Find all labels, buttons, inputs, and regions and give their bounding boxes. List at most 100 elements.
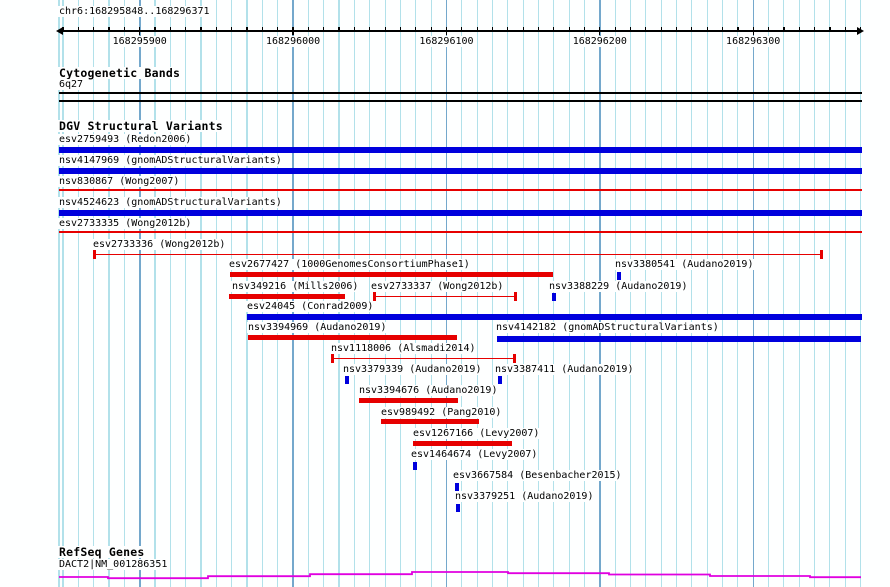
gene-line[interactable]: [59, 571, 861, 580]
variant-bar[interactable]: [413, 441, 512, 446]
grid-line: [721, 0, 724, 587]
grid-line: [154, 0, 156, 587]
variant-bar[interactable]: [59, 210, 862, 216]
variant-span-line[interactable]: [59, 189, 862, 191]
grid-line: [430, 0, 432, 587]
ruler-coordinate-label: 168296300: [725, 36, 782, 47]
grid-line: [859, 0, 862, 587]
cytoband-label[interactable]: 6q27: [58, 79, 85, 90]
ruler-minor-tick: [829, 27, 831, 31]
variant-label[interactable]: nsv1118006 (Alsmadi2014): [330, 343, 477, 354]
ruler-minor-tick: [737, 27, 739, 31]
variant-point[interactable]: [345, 376, 349, 384]
grid-line: [415, 0, 417, 587]
region-title: chr6:168295848..168296371: [58, 6, 211, 17]
variant-label[interactable]: esv989492 (Pang2010): [380, 407, 503, 418]
variant-point[interactable]: [455, 483, 459, 491]
variant-label[interactable]: nsv3379251 (Audano2019): [454, 491, 595, 502]
grid-line: [767, 0, 770, 587]
variant-interval-line[interactable]: [373, 295, 517, 297]
variant-label[interactable]: esv2733335 (Wong2012b): [58, 218, 193, 229]
grid-line: [307, 0, 309, 587]
variant-label[interactable]: nsv349216 (Mills2006): [231, 281, 360, 292]
variant-label[interactable]: nsv3387411 (Audano2019): [494, 364, 635, 375]
grid-line: [369, 0, 371, 587]
variant-span-line[interactable]: [59, 231, 862, 233]
section-title-dgv-structural-variants: DGV Structural Variants: [58, 119, 224, 133]
grid-line: [185, 0, 187, 587]
grid-line: [62, 0, 64, 587]
grid-line: [583, 0, 586, 587]
variant-interval-start-tick: [93, 250, 96, 259]
variant-label[interactable]: esv1267166 (Levy2007): [412, 428, 541, 439]
grid-line: [476, 0, 478, 587]
variant-bar[interactable]: [359, 398, 458, 403]
variant-label[interactable]: esv24045 (Conrad2009): [246, 301, 375, 312]
ruler-right-arrow-icon: [857, 26, 864, 35]
variant-label[interactable]: esv2733336 (Wong2012b): [92, 239, 227, 250]
section-title-cytogenetic-bands: Cytogenetic Bands: [58, 66, 182, 80]
ruler-left-arrow-icon: [56, 26, 63, 35]
variant-label[interactable]: esv1464674 (Levy2007): [410, 449, 539, 460]
variant-point[interactable]: [456, 504, 460, 512]
variant-point[interactable]: [617, 272, 621, 280]
ruler-minor-tick: [844, 27, 846, 31]
section-title-refseq-genes: RefSeq Genes: [58, 545, 146, 559]
variant-point[interactable]: [413, 462, 417, 470]
ruler-minor-tick: [629, 27, 632, 31]
variant-bar[interactable]: [59, 168, 862, 174]
ruler-baseline: [58, 30, 862, 32]
variant-label[interactable]: nsv4147969 (gnomADStructuralVariants): [58, 155, 283, 166]
variant-label[interactable]: nsv3379339 (Audano2019): [342, 364, 483, 375]
variant-label[interactable]: esv2677427 (1000GenomesConsortiumPhase1): [228, 259, 471, 270]
ruler-minor-tick: [62, 27, 64, 31]
ruler-minor-tick: [277, 27, 279, 31]
variant-label[interactable]: nsv4142182 (gnomADStructuralVariants): [495, 322, 720, 333]
ruler-coordinate-label: 168296100: [418, 36, 475, 47]
ruler-minor-tick: [154, 27, 156, 31]
ruler-minor-tick: [522, 27, 524, 31]
ruler-minor-tick: [507, 27, 509, 31]
grid-line: [645, 0, 647, 587]
variant-bar[interactable]: [230, 272, 553, 277]
grid-line: [292, 0, 294, 587]
ruler-minor-tick: [491, 27, 494, 31]
variant-interval-line[interactable]: [331, 357, 516, 359]
ruler-minor-tick: [767, 27, 770, 31]
variant-interval-line[interactable]: [93, 253, 823, 255]
ruler-minor-tick: [430, 27, 432, 31]
variant-bar[interactable]: [248, 335, 457, 340]
variant-label[interactable]: nsv830867 (Wong2007): [58, 176, 181, 187]
ruler-minor-tick: [261, 27, 264, 31]
variant-bar[interactable]: [59, 147, 862, 153]
variant-interval-start-tick: [331, 354, 334, 363]
variant-label[interactable]: nsv3388229 (Audano2019): [548, 281, 689, 292]
grid-line: [108, 0, 110, 587]
variant-bar[interactable]: [497, 336, 861, 342]
grid-line: [844, 0, 846, 587]
variant-label[interactable]: nsv3394969 (Audano2019): [247, 322, 388, 333]
refseq-gene-label[interactable]: DACT2|NM_001286351: [58, 559, 169, 570]
grid-line: [660, 0, 662, 587]
variant-point[interactable]: [552, 293, 556, 301]
variant-point[interactable]: [498, 376, 502, 384]
variant-bar[interactable]: [247, 314, 862, 320]
ruler-minor-tick: [415, 27, 417, 31]
variant-interval-end-tick: [514, 292, 517, 301]
ruler-minor-tick: [246, 27, 248, 31]
variant-label[interactable]: nsv3380541 (Audano2019): [614, 259, 755, 270]
variant-interval-start-tick: [373, 292, 376, 301]
grid-line: [629, 0, 632, 587]
variant-label[interactable]: esv2733337 (Wong2012b): [370, 281, 505, 292]
ruler-minor-tick: [338, 27, 340, 31]
ruler-minor-tick: [353, 27, 356, 31]
grid-line: [568, 0, 570, 587]
variant-label[interactable]: nsv3394676 (Audano2019): [358, 385, 499, 396]
variant-label[interactable]: esv3667584 (Besenbacher2015): [452, 470, 623, 481]
variant-label[interactable]: nsv4524623 (gnomADStructuralVariants): [58, 197, 283, 208]
variant-bar[interactable]: [229, 294, 345, 299]
variant-bar[interactable]: [381, 419, 479, 424]
grid-line: [798, 0, 800, 587]
variant-label[interactable]: esv2759493 (Redon2006): [58, 134, 193, 145]
